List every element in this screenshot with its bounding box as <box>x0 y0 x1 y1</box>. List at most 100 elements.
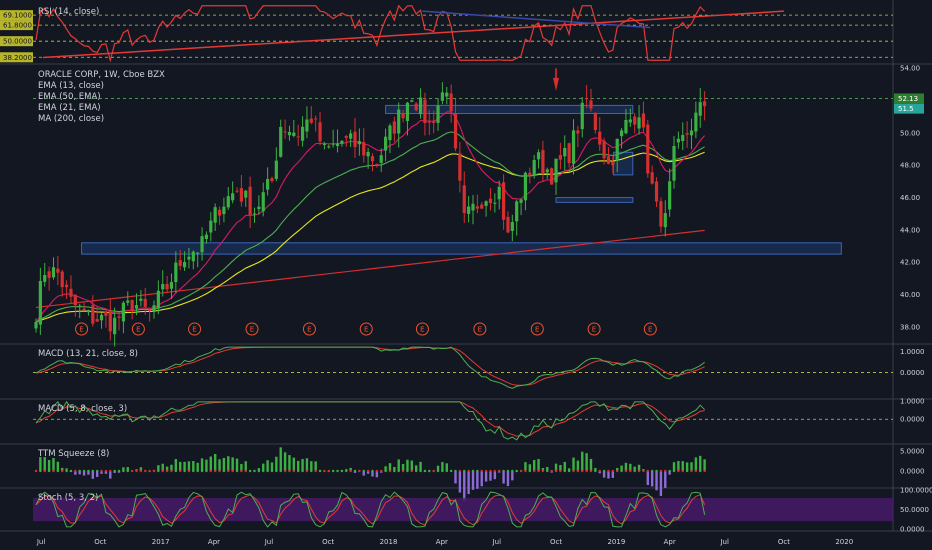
ttm-dot <box>52 469 55 473</box>
candle-body <box>405 102 410 122</box>
ttm-dot <box>126 469 129 473</box>
rsi-level-label: 69.1000 <box>3 12 32 20</box>
candle-body <box>309 118 313 123</box>
ttm-dot <box>484 469 488 473</box>
ttm-bar <box>100 471 103 474</box>
candle-body <box>571 130 576 164</box>
candle-body <box>436 105 440 123</box>
ttm-bar <box>104 471 108 474</box>
ttm-dot <box>659 469 663 473</box>
candle-body <box>615 138 619 161</box>
time-tick-label: 2019 <box>607 538 625 546</box>
candle-body <box>117 316 121 318</box>
candle-body <box>532 159 536 176</box>
time-tick-label: Jul <box>36 538 46 546</box>
last-price-tag <box>894 93 924 104</box>
candle-body <box>467 206 471 214</box>
ttm-bar <box>122 467 125 471</box>
ttm-dot <box>257 469 261 473</box>
ttm-dot <box>620 469 623 473</box>
ttm-bar <box>528 464 532 471</box>
candle-body <box>43 275 47 282</box>
ttm-bar <box>637 464 641 471</box>
ttm-dot <box>672 469 676 473</box>
candle-body <box>510 222 514 231</box>
ttm-bar <box>602 471 606 478</box>
ttm-bar <box>314 461 317 471</box>
candle-body <box>418 97 423 115</box>
candle-body <box>322 144 327 146</box>
ttm-dot <box>130 469 134 473</box>
ttm-bar <box>371 471 374 477</box>
ttm-dot <box>380 469 383 473</box>
time-tick-label: Jul <box>492 538 502 546</box>
ttm-bar <box>537 458 540 471</box>
ttm-bar <box>87 471 90 475</box>
ttm-dot <box>681 469 684 473</box>
candle-body <box>178 260 182 266</box>
ttm-bar <box>43 457 46 471</box>
candle-body <box>501 182 506 220</box>
candle-body <box>261 192 265 212</box>
ttm-dot <box>157 469 160 473</box>
candle-body <box>349 133 353 139</box>
candle-body <box>314 118 318 120</box>
ttm-dot <box>65 469 68 473</box>
candle-body <box>541 150 545 174</box>
price-tag-secondary <box>894 103 924 114</box>
macd1-legend: MACD (13, 21, close, 8) <box>38 349 138 359</box>
ttm-dot <box>174 469 178 473</box>
ttm-bar <box>572 457 575 471</box>
macd2-macd-line <box>35 400 705 441</box>
candle-body <box>327 146 331 148</box>
ttm-dot <box>209 469 212 473</box>
candle-body <box>335 143 340 147</box>
ttm-dot <box>213 469 217 473</box>
candle-body <box>480 204 484 209</box>
ttm-bar <box>297 460 300 471</box>
ttm-dot <box>581 469 584 473</box>
earnings-label: E <box>192 326 196 334</box>
candle-body <box>388 125 392 141</box>
ttm-dot <box>78 469 81 473</box>
candle-body <box>344 136 348 138</box>
ttm-dot <box>637 469 641 473</box>
candle-body <box>187 256 191 260</box>
ttm-dot <box>642 469 645 473</box>
candle-body <box>78 305 82 307</box>
support-resistance-zone <box>81 242 842 255</box>
ttm-bar <box>288 455 291 471</box>
ttm-bar <box>257 468 261 471</box>
candle-body <box>440 92 445 101</box>
ttm-dot <box>664 469 667 473</box>
price-tag-secondary-label: 51.5 <box>898 105 914 113</box>
candle-body <box>602 140 606 159</box>
earnings-label: E <box>535 326 539 334</box>
ttm-dot <box>231 469 234 473</box>
candle-body <box>156 290 160 309</box>
candle-body <box>668 181 672 210</box>
ttm-bar <box>310 461 313 471</box>
ttm-bar <box>410 460 414 471</box>
ttm-dot <box>699 469 702 473</box>
ttm-bar <box>397 459 400 471</box>
ttm-dot <box>200 469 204 473</box>
ttm-dot <box>183 469 186 473</box>
stoch-d-line <box>35 494 706 526</box>
ttm-dot <box>165 469 169 473</box>
rsi-trend-line <box>42 10 784 59</box>
rsi-level-tag <box>0 10 33 21</box>
ttm-dot <box>511 469 514 473</box>
ttm-bar <box>511 471 514 481</box>
ttm-bar <box>52 457 55 471</box>
ttm-bar <box>192 461 195 471</box>
earnings-label: E <box>592 326 596 334</box>
price-tick-label: 42.00 <box>900 259 920 267</box>
ttm-bar <box>659 471 663 497</box>
ttm-dot <box>82 469 86 473</box>
ttm-dot <box>34 469 38 473</box>
earnings-label: E <box>250 326 254 334</box>
candle-body <box>576 130 580 134</box>
ttm-bar <box>292 457 296 471</box>
